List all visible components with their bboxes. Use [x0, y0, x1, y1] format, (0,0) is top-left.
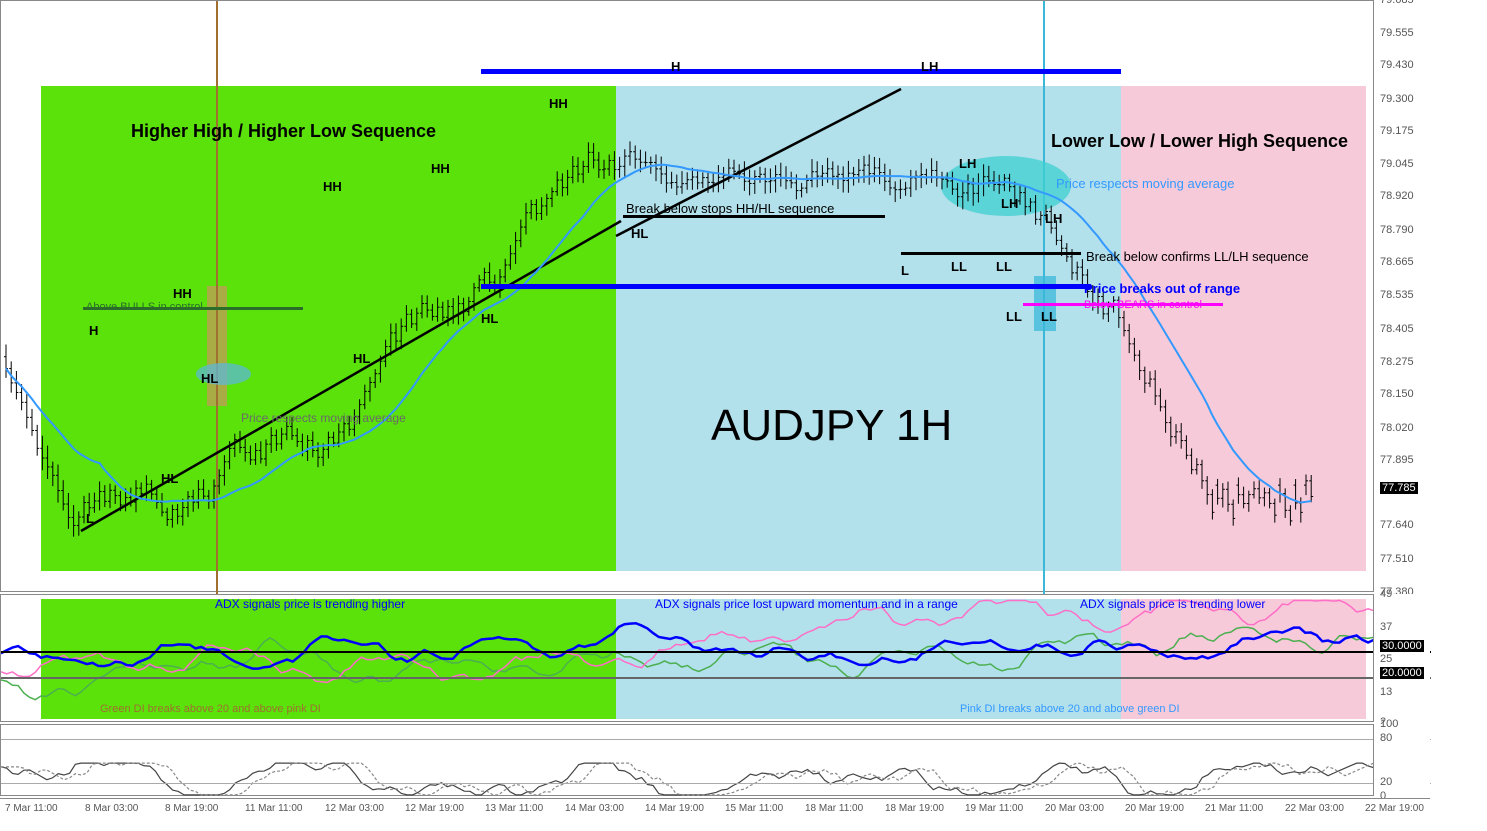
y-axis-adx: 493730.00002520.0000132	[1373, 594, 1430, 722]
adx-30-line	[1, 651, 1431, 653]
x-axis-time: 7 Mar 11:008 Mar 03:008 Mar 19:0011 Mar …	[0, 798, 1430, 830]
annotation-text: Break below stops HH/HL sequence	[626, 201, 834, 216]
y-axis-osc: 10080200	[1373, 724, 1430, 796]
swing-label: LL	[951, 259, 967, 274]
swing-label: H	[89, 323, 98, 338]
structure-break-line	[901, 252, 1081, 255]
swing-label: LH	[1001, 196, 1018, 211]
swing-label: LH	[959, 156, 976, 171]
swing-label: HH	[549, 96, 568, 111]
swing-label: L	[86, 511, 94, 526]
osc-20-line	[1, 783, 1431, 784]
swing-label: HL	[631, 226, 648, 241]
swing-label: H	[671, 59, 680, 74]
annotation-text: ADX signals price is trending lower	[1080, 597, 1265, 611]
osc-80-line	[1, 739, 1431, 740]
bulls-control-line	[83, 307, 303, 310]
oscillator-chart[interactable]	[0, 724, 1430, 796]
swing-label: HL	[481, 311, 498, 326]
swing-label: HH	[323, 179, 342, 194]
seq-title-right: Lower Low / Lower High Sequence	[1051, 131, 1348, 152]
annotation-text: Price breaks out of range	[1084, 281, 1240, 296]
osc-svg	[1, 725, 1431, 797]
annotation-text: Green DI breaks above 20 and above pink …	[100, 703, 321, 715]
swing-label: LL	[996, 259, 1012, 274]
swing-label: HH	[173, 286, 192, 301]
annotation-text: Price respects moving average	[1056, 176, 1234, 191]
main-price-chart[interactable]: Higher High / Higher Low Sequence Lower …	[0, 0, 1430, 592]
swing-label: LL	[1041, 309, 1057, 324]
swing-label: LH	[921, 59, 938, 74]
chart-title: AUDJPY 1H	[711, 401, 952, 451]
swing-label: HL	[353, 351, 370, 366]
swing-label: LL	[1006, 309, 1022, 324]
annotation-text: Break below confirms LL/LH sequence	[1086, 249, 1309, 264]
annotation-text: Pink DI breaks above 20 and above green …	[960, 703, 1180, 715]
adx-20-line	[1, 677, 1431, 679]
swing-label: L	[901, 263, 909, 278]
annotation-text: Price respects moving average	[241, 411, 406, 425]
range-line	[481, 284, 1091, 289]
annotation-text: ADX signals price lost upward momentum a…	[655, 597, 958, 611]
swing-label: HL	[201, 371, 218, 386]
annotation-text: Below BEARS in control	[1084, 299, 1202, 311]
range-line	[481, 69, 1121, 74]
y-axis-price: 79.68579.55579.43079.30079.17579.04578.9…	[1373, 0, 1430, 592]
annotation-text: ADX signals price is trending higher	[215, 597, 405, 611]
swing-label: HL	[161, 471, 178, 486]
seq-title-left: Higher High / Higher Low Sequence	[131, 121, 436, 142]
chart-container: Higher High / Higher Low Sequence Lower …	[0, 0, 1430, 720]
price-svg	[1, 1, 1431, 593]
swing-label: HH	[431, 161, 450, 176]
swing-label: LH	[1045, 211, 1062, 226]
